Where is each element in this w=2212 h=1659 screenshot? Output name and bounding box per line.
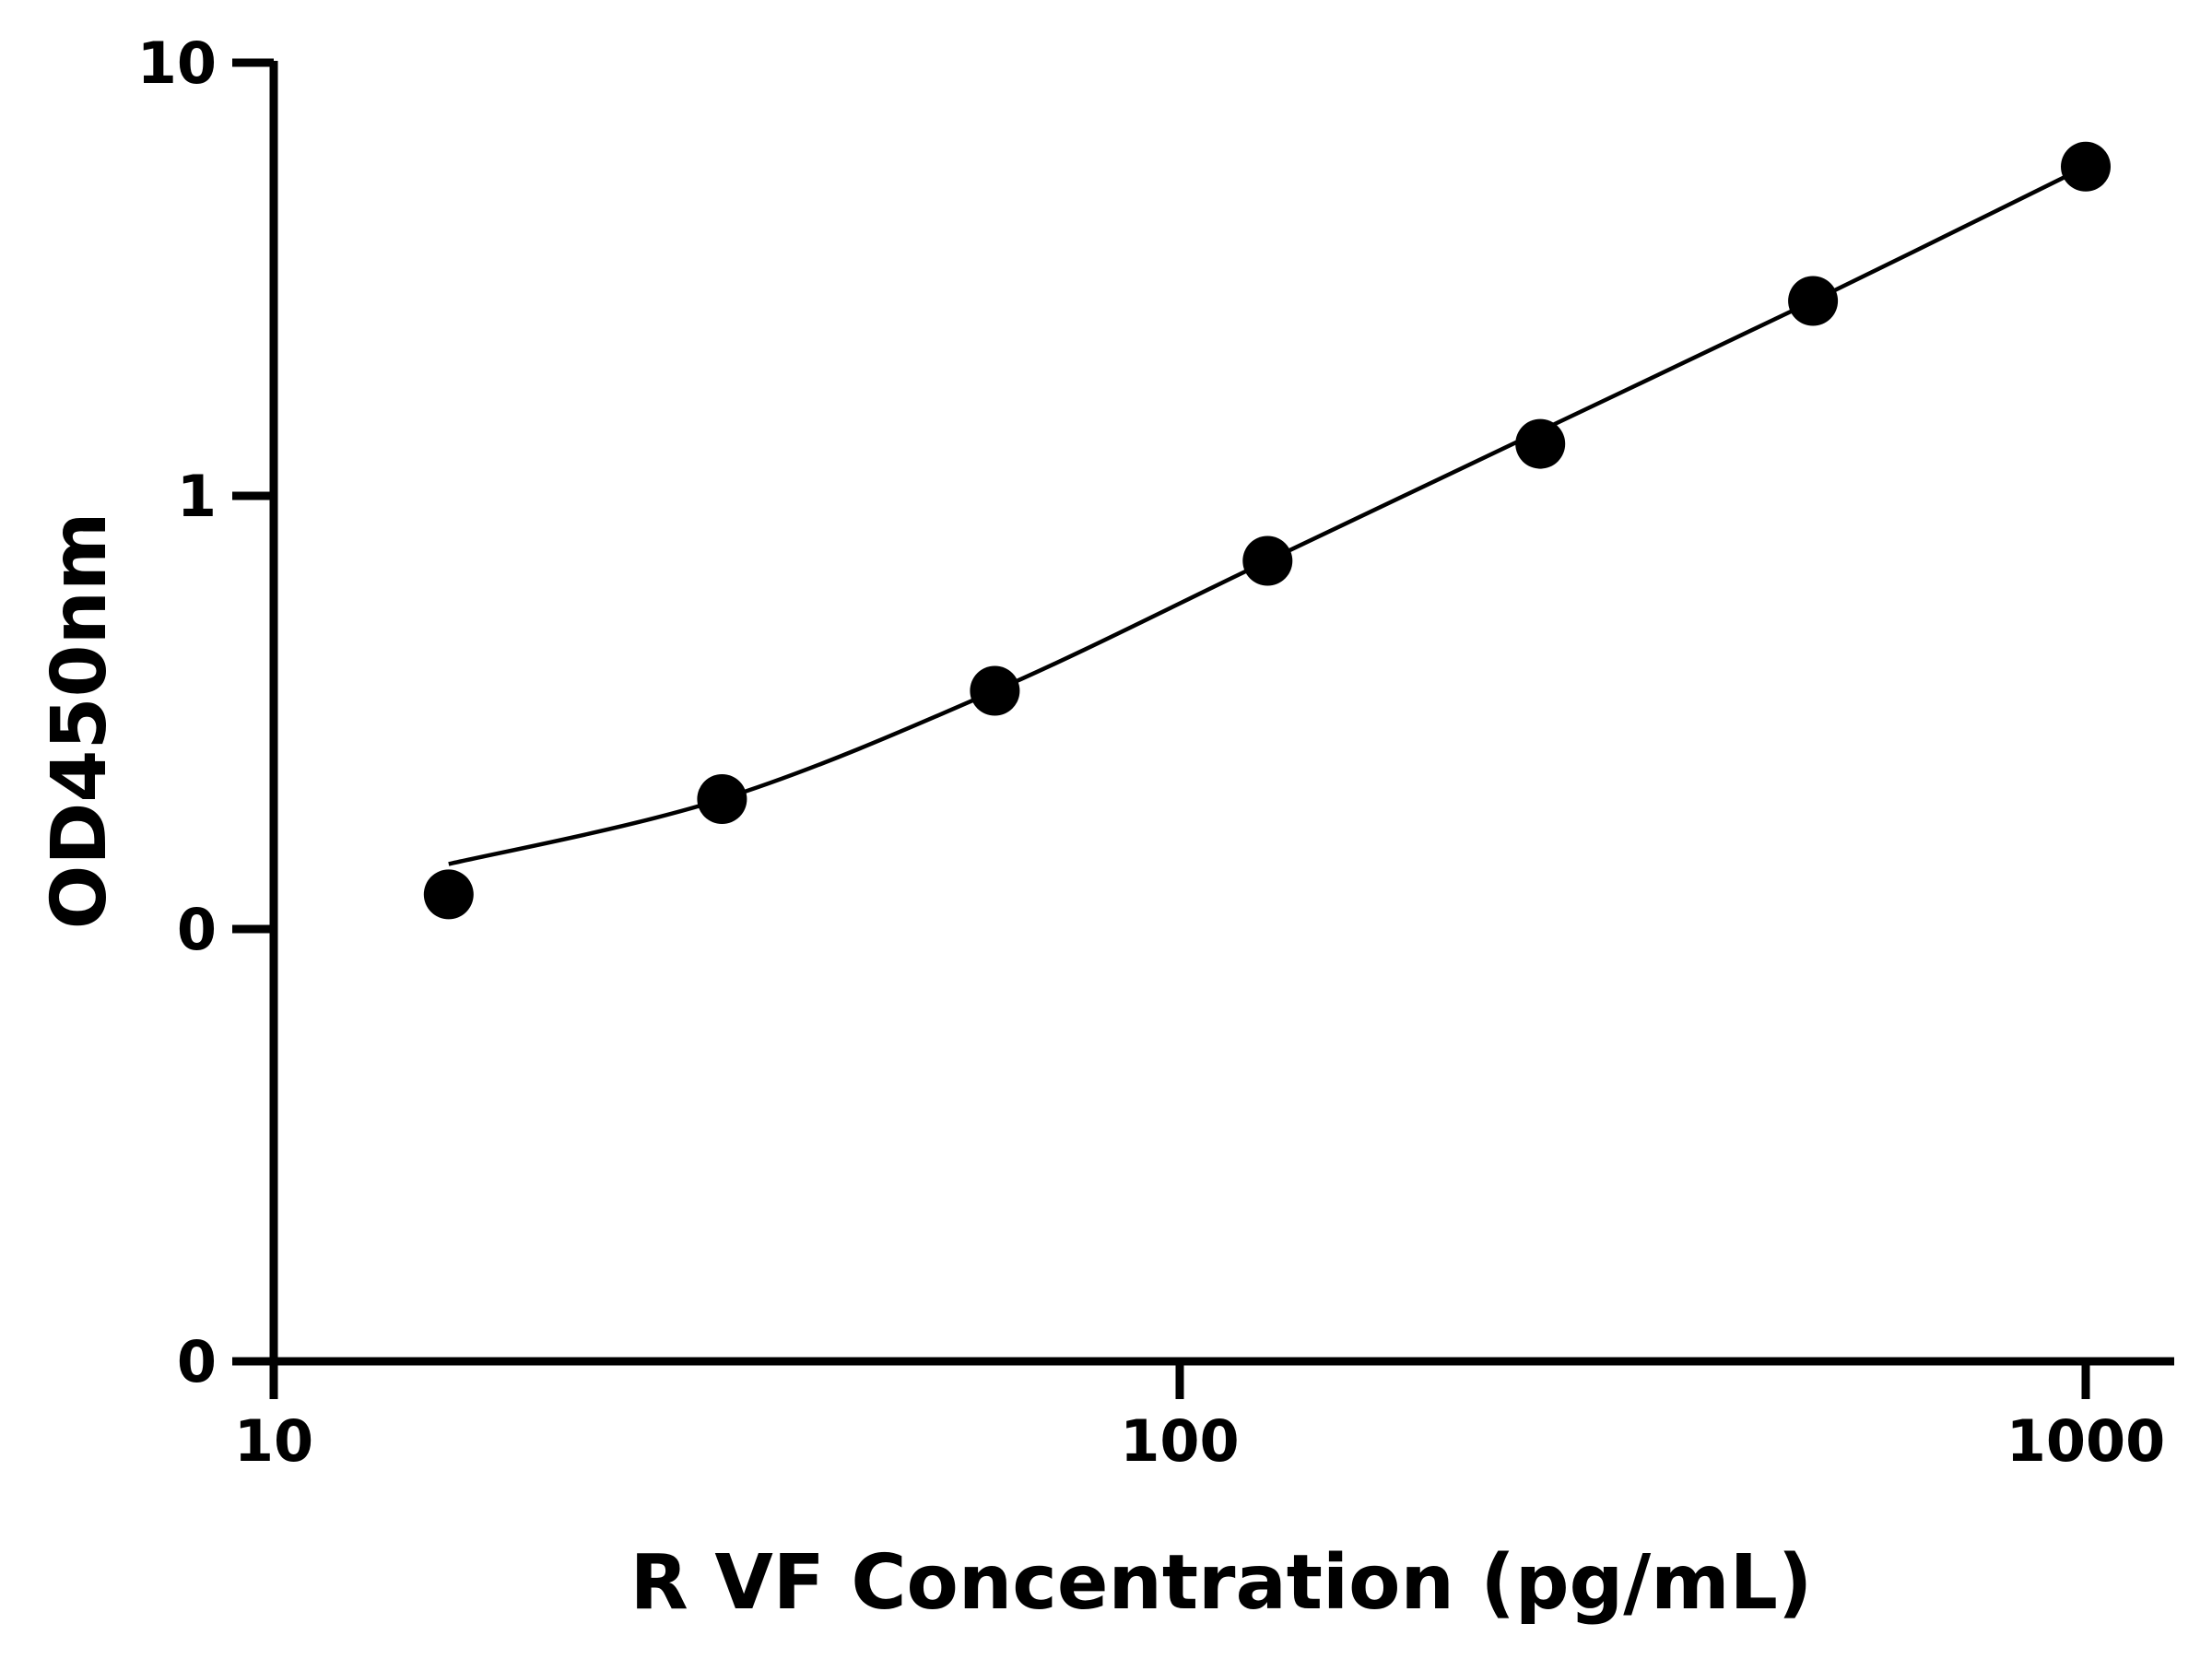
data-point [1788,276,1839,326]
x-axis-ticks: 10 100 1000 [234,1361,2165,1475]
y-tick-label: 10 [137,29,217,97]
data-point [1242,535,1293,586]
x-tick-label: 10 [234,1407,313,1475]
y-tick-label: 1 [177,463,217,530]
data-point [423,869,474,920]
x-tick-label: 100 [1120,1407,1239,1475]
y-axis-title: OD450nm [36,512,124,930]
x-axis-title: R VF Concentration (pg/mL) [630,1539,1813,1627]
chart-axes [232,61,2174,1366]
data-point [697,774,747,824]
fit-curve [448,164,2087,866]
x-tick-label: 1000 [2006,1407,2166,1475]
y-axis-ticks: 0 0 1 10 [137,29,274,1395]
data-points [423,141,2111,920]
data-point [1515,418,1566,469]
data-point [970,665,1020,716]
data-point [2061,141,2111,192]
y-tick-label: 0 [177,1328,217,1395]
y-tick-label: 0 [177,896,217,963]
